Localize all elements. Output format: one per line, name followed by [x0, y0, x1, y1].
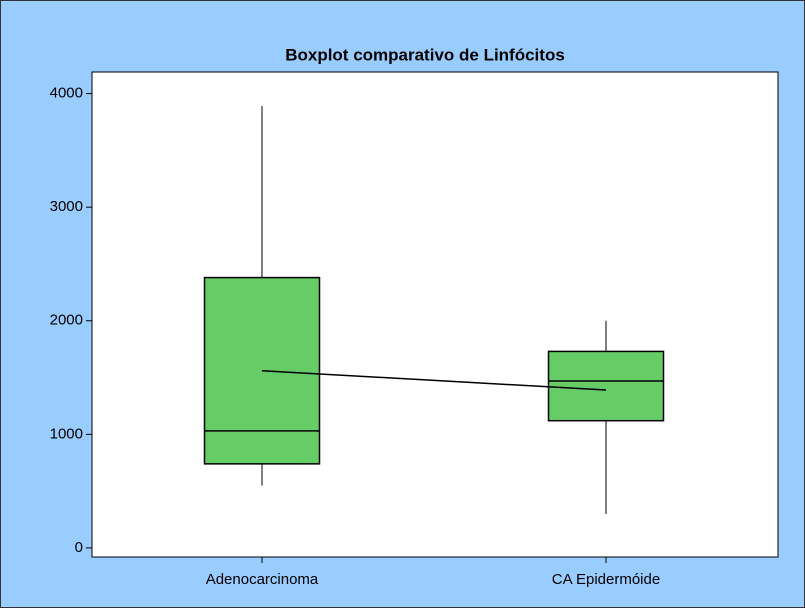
chart-title: Boxplot comparativo de Linfócitos	[285, 45, 565, 64]
y-tick-label: 0	[75, 539, 83, 556]
x-tick-label: Adenocarcinoma	[206, 571, 319, 588]
box	[547, 350, 665, 422]
x-tick-label: CA Epidermóide	[552, 571, 660, 588]
y-tick-label: 2000	[50, 312, 83, 329]
y-tick-label: 4000	[50, 85, 83, 102]
box	[203, 276, 321, 465]
mean-line	[261, 369, 607, 391]
y-tick-label: 3000	[50, 198, 83, 215]
plot-area	[91, 71, 779, 558]
y-tick-label: 1000	[50, 425, 83, 442]
